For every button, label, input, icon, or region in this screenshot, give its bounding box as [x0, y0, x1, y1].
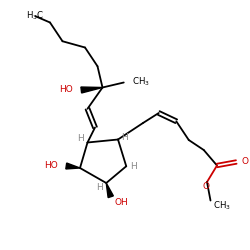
- Text: CH$_3$: CH$_3$: [213, 199, 231, 212]
- Text: H: H: [76, 134, 84, 143]
- Text: HO: HO: [44, 162, 58, 170]
- Text: H: H: [130, 162, 136, 171]
- Polygon shape: [66, 163, 80, 169]
- Text: H: H: [96, 184, 103, 192]
- Text: O: O: [202, 182, 209, 191]
- Text: H$_3$C: H$_3$C: [26, 10, 44, 22]
- Text: OH: OH: [115, 198, 129, 207]
- Polygon shape: [81, 87, 102, 93]
- Polygon shape: [106, 183, 113, 198]
- Text: CH$_3$: CH$_3$: [132, 76, 150, 88]
- Text: HO: HO: [59, 86, 72, 94]
- Text: H: H: [121, 133, 128, 142]
- Text: O: O: [241, 158, 248, 166]
